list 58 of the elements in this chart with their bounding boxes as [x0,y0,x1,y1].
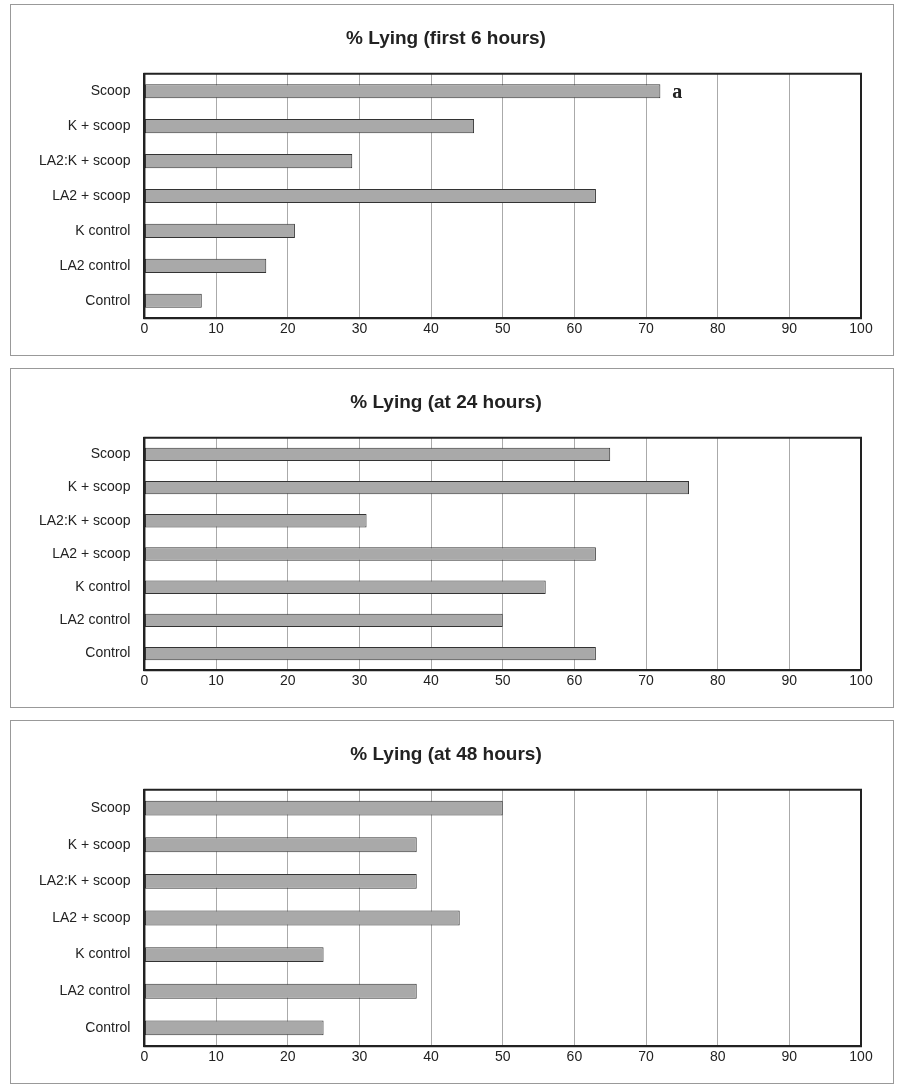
x-tick-label: 90 [781,320,798,337]
y-tick-label: Scoop [90,82,131,99]
y-tick-label: K control [75,945,131,962]
x-tick-label: 80 [709,672,726,689]
x-tick-label: 40 [423,672,440,689]
y-tick-label: LA2 + scoop [52,186,131,203]
x-tick-label: 0 [140,320,149,337]
x-tick-label: 80 [709,320,726,337]
y-tick-label: LA2 + scoop [52,908,131,925]
y-tick-label: K + scoop [67,478,131,495]
x-tick-label: 50 [494,320,511,337]
y-tick-label: Scoop [90,445,131,462]
x-tick-label: 20 [279,1048,296,1065]
x-tick-label: 20 [279,320,296,337]
y-tick-label: Scoop [90,798,131,815]
x-tick-label: 20 [279,672,296,689]
x-tick-label: 100 [849,672,873,689]
x-tick-label: 60 [566,320,583,337]
y-tick-label: Control [85,1018,131,1035]
x-tick-label: 10 [208,672,225,689]
y-tick-label: LA2 + scoop [52,544,131,561]
annotation: a [672,80,683,103]
x-tick-label: 50 [494,672,511,689]
y-tick-label: Control [85,644,131,661]
x-tick-label: 80 [709,1048,726,1065]
y-tick-label: LA2:K + scoop [39,511,131,528]
x-tick-label: 100 [849,320,873,337]
x-tick-label: 0 [140,672,149,689]
y-tick-label: LA2 control [59,982,131,999]
x-tick-label: 90 [781,1048,798,1065]
x-tick-label: 40 [423,1048,440,1065]
x-tick-label: 70 [638,320,655,337]
chart-title: % Lying (at 48 hours) [350,742,542,764]
y-tick-label: K control [75,221,131,238]
y-tick-label: K + scoop [67,835,131,852]
y-tick-label: K control [75,578,131,595]
y-tick-label: LA2:K + scoop [39,872,131,889]
x-tick-label: 60 [566,1048,583,1065]
x-tick-label: 10 [208,320,225,337]
x-tick-label: 40 [423,320,440,337]
x-tick-label: 30 [351,1048,368,1065]
x-tick-label: 90 [781,672,798,689]
chart-title: % Lying (at 24 hours) [350,390,542,412]
y-tick-label: LA2 control [59,611,131,628]
y-tick-label: LA2:K + scoop [39,151,131,168]
x-tick-label: 10 [208,1048,225,1065]
x-tick-label: 30 [351,672,368,689]
x-tick-label: 0 [140,1048,149,1065]
x-tick-label: 70 [638,1048,655,1065]
y-tick-label: Control [85,291,131,308]
y-tick-label: K + scoop [67,117,131,134]
y-tick-label: LA2 control [59,256,131,273]
x-tick-label: 100 [849,1048,873,1065]
x-tick-label: 50 [494,1048,511,1065]
chart-title: % Lying (first 6 hours) [346,26,546,48]
x-tick-label: 70 [638,672,655,689]
x-tick-label: 30 [351,320,368,337]
x-tick-label: 60 [566,672,583,689]
